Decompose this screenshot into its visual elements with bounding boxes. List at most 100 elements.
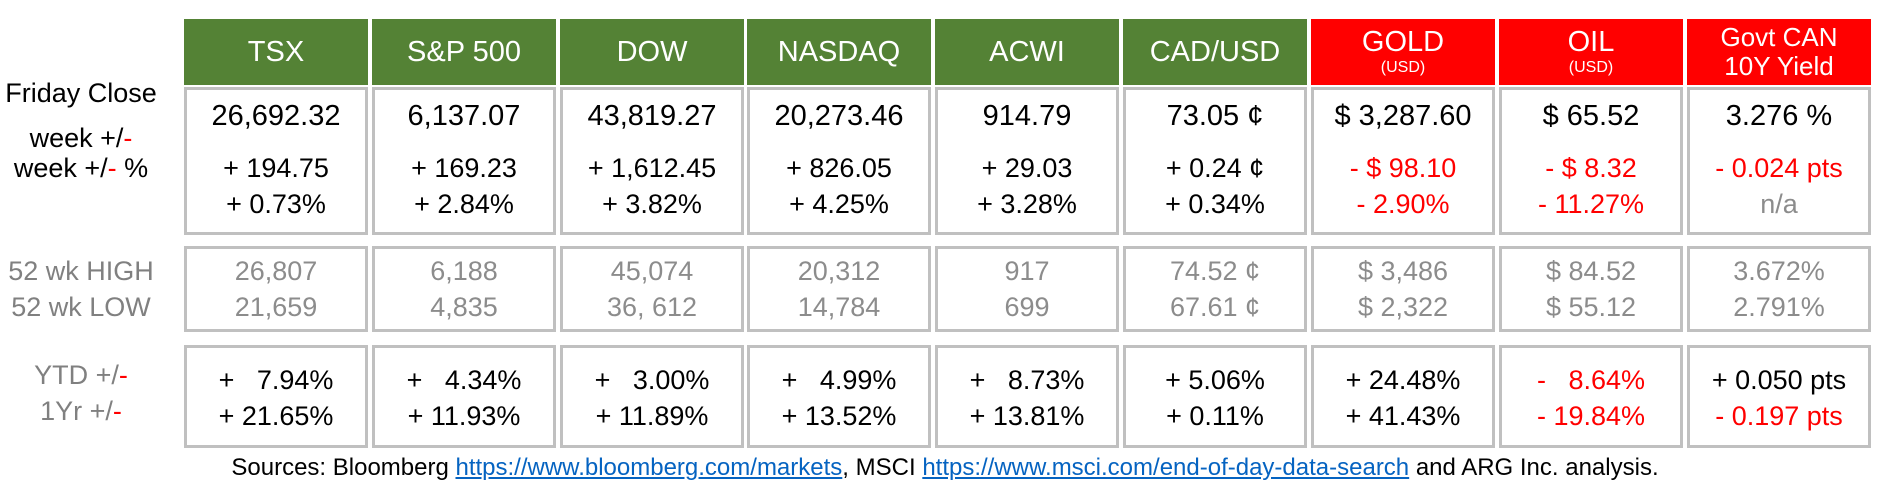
one-year-govt-can: - 0.197 pts	[1715, 401, 1843, 431]
cell-box-tsx-1	[184, 87, 368, 235]
one-year-tsx: + 21.65%	[218, 401, 334, 431]
sources-prefix: Sources: Bloomberg	[231, 454, 456, 481]
bloomberg-link[interactable]: https://www.bloomberg.com/markets	[455, 454, 843, 481]
friday-close-tsx: 26,692.32	[211, 100, 341, 132]
week-change-nasdaq: + 826.05	[786, 153, 892, 183]
label-1yr-text: 1Yr +/	[40, 396, 113, 426]
header-title: TSX	[247, 35, 305, 68]
label-1yr-dash: -	[112, 396, 122, 426]
cell-box-govt-can-3	[1687, 345, 1871, 448]
low-52wk-cad-usd: 67.61 ¢	[1169, 292, 1261, 322]
ytd-gold: + 24.48%	[1345, 365, 1461, 395]
high-52wk-dow: 45,074	[610, 256, 694, 286]
cell-box-oil-3	[1499, 345, 1683, 448]
cell-box-s-p-500-3	[372, 345, 556, 448]
low-52wk-oil: $ 55.12	[1545, 292, 1637, 322]
cell-box-nasdaq-2	[747, 246, 931, 332]
cell-box-cad-usd-1	[1123, 87, 1307, 235]
week-pct-cad-usd: + 0.34%	[1165, 189, 1265, 219]
cell-box-acwi-2	[935, 246, 1119, 332]
friday-close-nasdaq: 20,273.46	[774, 100, 904, 132]
header-currency: (USD)	[1380, 59, 1426, 76]
week-pct-acwi: + 3.28%	[977, 189, 1077, 219]
one-year-gold: + 41.43%	[1345, 401, 1461, 431]
msci-link[interactable]: https://www.msci.com/end-of-day-data-sea…	[922, 454, 1410, 481]
cell-box-tsx-3	[184, 345, 368, 448]
header-dow: DOW	[560, 19, 744, 85]
cell-box-gold-2	[1311, 246, 1495, 332]
ytd-s-p-500: + 4.34%	[406, 365, 522, 395]
cell-box-s-p-500-2	[372, 246, 556, 332]
header-currency: (USD)	[1568, 59, 1614, 76]
label-1yr: 1Yr +/-	[0, 396, 162, 427]
high-52wk-govt-can: 3.672%	[1733, 256, 1825, 286]
header-tsx: TSX	[184, 19, 368, 85]
friday-close-acwi: 914.79	[982, 100, 1072, 132]
week-pct-oil: - 11.27%	[1537, 189, 1645, 219]
low-52wk-govt-can: 2.791%	[1733, 292, 1825, 322]
header-nasdaq: NASDAQ	[747, 19, 931, 85]
sources-line: Sources: Bloomberg https://www.bloomberg…	[0, 454, 1890, 482]
cell-box-acwi-3	[935, 345, 1119, 448]
week-change-tsx: + 194.75	[223, 153, 329, 183]
header-acwi: ACWI	[935, 19, 1119, 85]
high-52wk-oil: $ 84.52	[1545, 256, 1637, 286]
header-title: NASDAQ	[777, 35, 901, 68]
low-52wk-s-p-500: 4,835	[430, 292, 498, 322]
friday-close-gold: $ 3,287.60	[1334, 100, 1472, 132]
ytd-acwi: + 8.73%	[969, 365, 1085, 395]
header-govt-can: Govt CAN 10Y Yield	[1687, 19, 1871, 85]
ytd-tsx: + 7.94%	[218, 365, 334, 395]
one-year-acwi: + 13.81%	[969, 401, 1085, 431]
cell-box-tsx-2	[184, 246, 368, 332]
week-change-dow: + 1,612.45	[587, 153, 717, 183]
label-52wk-high: 52 wk HIGH	[8, 256, 154, 286]
cell-box-gold-1	[1311, 87, 1495, 235]
one-year-dow: + 11.89%	[595, 401, 709, 431]
high-52wk-gold: $ 3,486	[1357, 256, 1449, 286]
week-pct-dow: + 3.82%	[602, 189, 702, 219]
sources-mid: , MSCI	[842, 454, 923, 481]
label-ytd: YTD +/-	[0, 360, 162, 391]
header-gold: GOLD (USD)	[1311, 19, 1495, 85]
ytd-nasdaq: + 4.99%	[781, 365, 897, 395]
header-title: CAD/USD	[1149, 35, 1281, 68]
cell-box-dow-2	[560, 246, 744, 332]
week-change-oil: - $ 8.32	[1545, 153, 1637, 183]
header-title: GOLD	[1361, 26, 1445, 58]
cell-box-govt-can-2	[1687, 246, 1871, 332]
friday-close-govt-can: 3.276 %	[1725, 100, 1833, 132]
cell-box-oil-1	[1499, 87, 1683, 235]
header-title: ACWI	[989, 35, 1065, 68]
friday-close-s-p-500: 6,137.07	[407, 100, 521, 132]
header-cad-usd: CAD/USD	[1123, 19, 1307, 85]
label-friday-close: Friday Close	[5, 78, 157, 108]
cell-box-cad-usd-3	[1123, 345, 1307, 448]
high-52wk-tsx: 26,807	[234, 256, 318, 286]
cell-box-govt-can-1	[1687, 87, 1871, 235]
header-title: Govt CAN	[1720, 22, 1838, 52]
cell-box-cad-usd-2	[1123, 246, 1307, 332]
ytd-cad-usd: + 5.06%	[1165, 365, 1265, 395]
week-pct-gold: - 2.90%	[1356, 189, 1450, 219]
high-52wk-cad-usd: 74.52 ¢	[1169, 256, 1261, 286]
label-week-change-text: week +/	[29, 123, 124, 153]
header-oil: OIL (USD)	[1499, 19, 1683, 85]
cell-box-dow-1	[560, 87, 744, 235]
friday-close-cad-usd: 73.05 ¢	[1166, 100, 1264, 132]
one-year-oil: - 19.84%	[1536, 401, 1646, 431]
label-week-pct-dash: -	[107, 153, 117, 183]
cell-box-oil-2	[1499, 246, 1683, 332]
cell-box-gold-3	[1311, 345, 1495, 448]
sources-suffix: and ARG Inc. analysis.	[1409, 454, 1659, 481]
label-52wk-low: 52 wk LOW	[11, 292, 151, 322]
cell-box-s-p-500-1	[372, 87, 556, 235]
week-pct-tsx: + 0.73%	[226, 189, 326, 219]
label-week-change: week +/-	[0, 123, 162, 154]
ytd-govt-can: + 0.050 pts	[1711, 365, 1847, 395]
one-year-cad-usd: + 0.11%	[1166, 401, 1264, 431]
one-year-nasdaq: + 13.52%	[781, 401, 897, 431]
low-52wk-gold: $ 2,322	[1357, 292, 1449, 322]
ytd-dow: + 3.00%	[594, 365, 710, 395]
header-title-line2: 10Y Yield	[1724, 51, 1834, 81]
